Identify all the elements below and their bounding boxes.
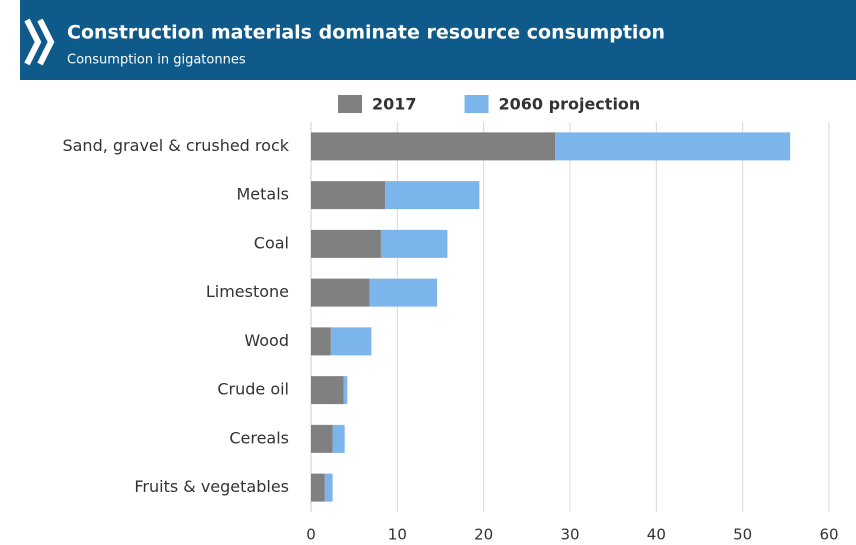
- bar-segment: [324, 473, 333, 502]
- legend-swatch: [464, 95, 489, 113]
- x-tick-label: 60: [819, 526, 838, 544]
- legend-label: 2017: [372, 95, 417, 114]
- chart-subtitle: Consumption in gigatonnes: [67, 53, 246, 68]
- legend-label: 2060 projection: [499, 95, 641, 114]
- category-label: Wood: [244, 331, 289, 350]
- x-tick-label: 10: [388, 526, 407, 544]
- logo: [24, 18, 55, 66]
- x-tick-label: 30: [560, 526, 579, 544]
- category-label: Metals: [236, 185, 289, 204]
- bar-segment: [385, 181, 480, 210]
- bar-segment: [343, 376, 348, 405]
- bar-segment: [311, 327, 331, 356]
- bar-segment: [369, 278, 438, 307]
- category-label: Cereals: [229, 428, 289, 447]
- bar-segment: [311, 278, 370, 307]
- bar-segment: [311, 229, 381, 258]
- x-tick-label: 40: [647, 526, 666, 544]
- x-tick-label: 50: [733, 526, 752, 544]
- bar-segment: [311, 473, 325, 502]
- x-tick-label: 20: [474, 526, 493, 544]
- category-label: Crude oil: [217, 380, 289, 399]
- bar-segment: [311, 181, 386, 210]
- category-label: Limestone: [206, 282, 289, 301]
- bar-segment: [332, 424, 345, 453]
- chart-title: Construction materials dominate resource…: [67, 22, 665, 44]
- category-label: Sand, gravel & crushed rock: [62, 136, 289, 155]
- category-label: Fruits & vegetables: [134, 477, 289, 496]
- bar-segment: [380, 229, 448, 258]
- bar-segment: [330, 327, 372, 356]
- bar-segment: [311, 424, 333, 453]
- bar-segment: [311, 376, 344, 405]
- category-label: Coal: [254, 233, 289, 252]
- x-tick-label: 0: [306, 526, 316, 544]
- legend-swatch: [338, 95, 362, 113]
- bar-segment: [555, 132, 791, 161]
- header-band: [20, 0, 856, 80]
- bar-segment: [311, 132, 556, 161]
